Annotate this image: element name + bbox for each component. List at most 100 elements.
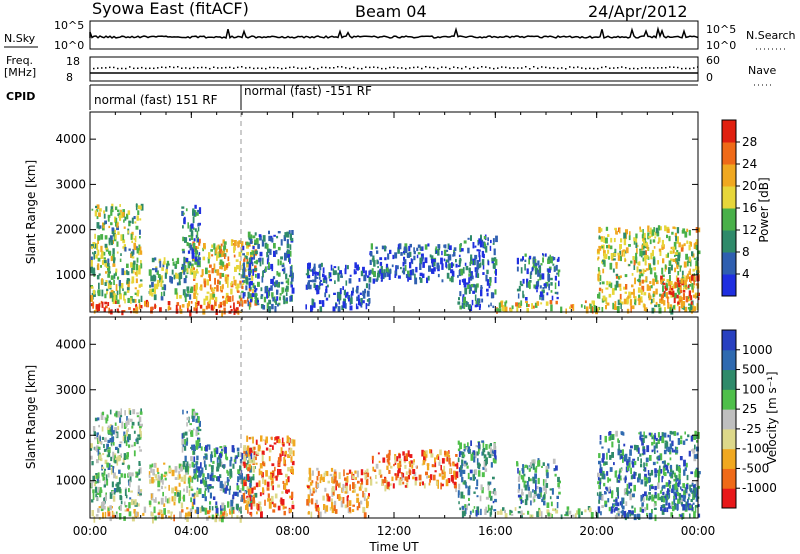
echo-cell-velocity bbox=[489, 447, 492, 455]
echo-cell-velocity bbox=[319, 511, 322, 518]
echo-cell-velocity bbox=[251, 459, 254, 463]
echo-cell-velocity bbox=[180, 466, 183, 471]
echo-cell-power bbox=[165, 268, 168, 275]
echo-cell-power bbox=[694, 241, 698, 245]
echo-cell-power bbox=[189, 262, 192, 266]
nave-dot bbox=[449, 67, 451, 70]
echo-cell-velocity bbox=[447, 478, 451, 483]
echo-cell-velocity bbox=[192, 428, 195, 431]
echo-cell-power bbox=[474, 294, 477, 301]
echo-cell-velocity bbox=[667, 462, 670, 466]
echo-cell-velocity bbox=[636, 449, 639, 452]
echo-cell-power bbox=[481, 298, 484, 303]
echo-cell-power bbox=[315, 284, 319, 288]
echo-cell-power bbox=[661, 239, 664, 247]
echo-cell-power bbox=[104, 220, 107, 225]
echo-cell-power bbox=[250, 257, 254, 260]
echo-cell-velocity bbox=[211, 477, 215, 482]
echo-cell-velocity bbox=[115, 513, 118, 519]
echo-cell-velocity bbox=[328, 496, 331, 502]
echo-cell-velocity bbox=[459, 442, 462, 450]
echo-cell-velocity bbox=[137, 503, 140, 507]
echo-cell-power bbox=[693, 257, 697, 260]
echo-cell-velocity bbox=[671, 448, 674, 453]
echo-cell-power bbox=[486, 288, 489, 292]
echo-cell-power bbox=[669, 284, 672, 290]
echo-cell-velocity bbox=[231, 510, 233, 518]
echo-cell-power bbox=[250, 286, 252, 290]
echo-cell-velocity bbox=[280, 447, 283, 454]
echo-cell-velocity bbox=[611, 490, 614, 495]
echo-cell-power bbox=[194, 260, 197, 265]
echo-cell-velocity bbox=[195, 413, 199, 416]
echo-cell-velocity bbox=[680, 494, 683, 498]
echo-cell-power bbox=[565, 308, 567, 314]
echo-cell-velocity bbox=[642, 446, 646, 452]
echo-cell-power bbox=[120, 253, 122, 256]
echo-cell-velocity bbox=[638, 474, 640, 478]
echo-cell-velocity bbox=[666, 497, 669, 500]
echo-cell-velocity bbox=[101, 426, 104, 432]
echo-cell-power bbox=[219, 266, 221, 269]
echo-cell-velocity bbox=[541, 511, 543, 518]
echo-cell-power bbox=[223, 300, 226, 307]
echo-cell-velocity bbox=[687, 434, 690, 438]
echo-cell-velocity bbox=[458, 483, 461, 490]
echo-cell-power bbox=[647, 247, 649, 251]
echo-cell-velocity bbox=[633, 472, 636, 479]
echo-cell-power bbox=[268, 287, 271, 291]
echo-cell-velocity bbox=[181, 433, 184, 439]
echo-cell-velocity bbox=[662, 475, 664, 479]
echo-cell-velocity bbox=[454, 481, 457, 489]
echo-cell-power bbox=[459, 291, 462, 297]
echo-cell-power bbox=[235, 307, 239, 311]
echo-cell-power bbox=[369, 269, 372, 274]
echo-cell-power bbox=[643, 269, 647, 272]
echo-cell-power bbox=[482, 272, 485, 275]
echo-cell-velocity bbox=[673, 498, 676, 505]
echo-cell-velocity bbox=[605, 504, 608, 508]
echo-cell-power bbox=[135, 246, 138, 250]
nsky-label: N.Sky bbox=[4, 32, 36, 45]
echo-cell-velocity bbox=[139, 493, 142, 496]
echo-cell-power bbox=[214, 299, 217, 307]
echo-cell-power bbox=[225, 248, 228, 253]
echo-cell-velocity bbox=[205, 456, 208, 460]
echo-cell-velocity bbox=[184, 431, 188, 436]
echo-cell-power bbox=[493, 264, 496, 270]
echo-cell-power bbox=[183, 212, 185, 215]
echo-cell-power bbox=[215, 247, 217, 254]
echo-cell-velocity bbox=[114, 458, 118, 464]
echo-cell-velocity bbox=[97, 446, 101, 450]
echo-cell-velocity bbox=[493, 450, 497, 457]
echo-cell-velocity bbox=[549, 496, 552, 500]
echo-cell-velocity bbox=[97, 417, 100, 421]
echo-cell-power bbox=[385, 263, 389, 268]
echo-cell-power bbox=[652, 239, 656, 243]
echo-cell-velocity bbox=[469, 469, 473, 474]
echo-cell-power bbox=[474, 304, 478, 308]
echo-cell-power bbox=[372, 278, 376, 284]
echo-cell-velocity bbox=[365, 498, 368, 505]
echo-cell-power bbox=[498, 308, 502, 312]
echo-cell-velocity bbox=[516, 461, 519, 464]
echo-cell-velocity bbox=[682, 504, 686, 511]
nave-dot bbox=[309, 66, 311, 68]
echo-cell-velocity bbox=[277, 505, 281, 511]
echo-cell-velocity bbox=[651, 441, 654, 446]
nave-dot bbox=[189, 67, 191, 70]
echo-cell-power bbox=[462, 267, 465, 274]
echo-cell-velocity bbox=[646, 462, 648, 467]
echo-cell-power bbox=[338, 297, 341, 305]
echo-cell-velocity bbox=[488, 444, 491, 449]
echo-cell-velocity bbox=[288, 439, 291, 443]
echo-cell-velocity bbox=[128, 444, 131, 448]
echo-cell-velocity bbox=[113, 441, 115, 446]
echo-cell-velocity bbox=[547, 463, 550, 469]
nave-dot bbox=[149, 67, 151, 69]
echo-cell-velocity bbox=[464, 504, 467, 508]
echo-cell-velocity bbox=[209, 501, 212, 505]
echo-cell-velocity bbox=[509, 509, 512, 516]
echo-cell-velocity bbox=[345, 485, 348, 492]
echo-cell-power bbox=[615, 280, 619, 288]
